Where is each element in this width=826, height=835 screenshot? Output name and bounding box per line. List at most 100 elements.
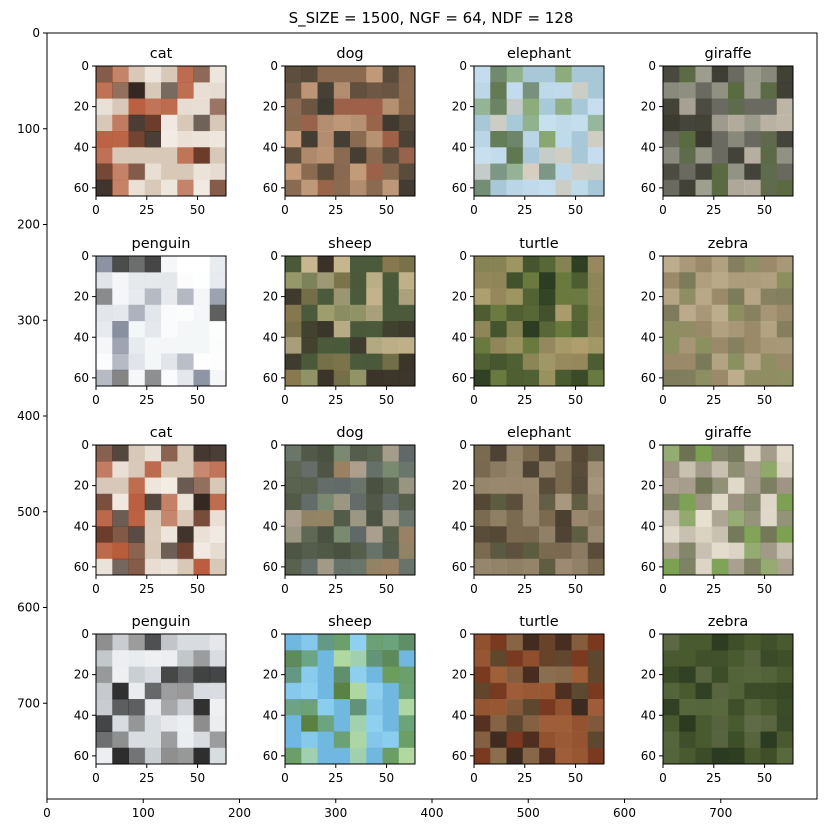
image-block	[398, 558, 416, 576]
image-block	[474, 147, 491, 164]
image-block	[398, 542, 416, 560]
image-grid: cat 0 25 50 0 20 40 60 dog 0 25 50 0 20 40 60 elephant 0 2…	[74, 46, 794, 785]
image-block	[366, 147, 383, 164]
panel-frame	[95, 255, 227, 387]
panel-y-tick-label: 20	[452, 100, 467, 114]
image-block	[144, 542, 162, 560]
panel-x-tick-label: 25	[328, 393, 343, 407]
panel-frame	[95, 65, 227, 197]
image-block	[285, 558, 302, 576]
image-block	[209, 731, 227, 749]
image-block	[587, 650, 605, 667]
image-block	[301, 461, 318, 478]
panel-x-tick-label: 50	[190, 393, 205, 407]
image-block	[112, 369, 129, 387]
image-block	[506, 304, 524, 322]
image-block	[398, 445, 416, 462]
panel-x-tick-label: 50	[757, 582, 772, 596]
image-block	[209, 304, 227, 322]
image-block	[663, 131, 680, 148]
image-block	[209, 288, 227, 306]
image-block	[490, 288, 507, 306]
image-block	[285, 288, 302, 306]
image-block	[506, 666, 524, 684]
image-block	[490, 682, 507, 700]
image-block	[555, 353, 572, 371]
image-block	[128, 288, 146, 306]
image-block	[161, 114, 178, 132]
image-block	[382, 147, 400, 164]
image-block	[350, 634, 367, 651]
image-block	[128, 82, 146, 99]
image-block	[490, 445, 507, 462]
image-block	[317, 715, 335, 732]
panel-y-tick-label: 60	[74, 181, 89, 195]
image-block	[522, 666, 540, 684]
image-block	[679, 369, 696, 387]
image-block	[350, 650, 367, 667]
image-block	[760, 542, 778, 560]
panel-y-tick-label: 0	[459, 59, 467, 73]
image-block	[193, 699, 211, 716]
image-block	[333, 558, 351, 576]
panel-x-tick-label: 50	[379, 771, 394, 785]
image-block	[555, 272, 572, 289]
image-block	[474, 542, 491, 560]
image-block	[112, 337, 129, 354]
image-block	[161, 66, 178, 83]
image-block	[350, 288, 367, 306]
image-block	[776, 179, 794, 197]
panel-y-tick-label: 20	[74, 479, 89, 493]
image-block	[587, 731, 605, 749]
image-block	[128, 147, 146, 164]
image-block	[350, 272, 367, 289]
generated-image	[663, 256, 794, 387]
panel-title: sheep	[328, 614, 372, 630]
image-block	[711, 699, 729, 716]
image-block	[663, 634, 680, 651]
image-block	[382, 131, 400, 148]
panel-title: penguin	[132, 614, 191, 630]
image-block	[728, 163, 745, 181]
image-block	[301, 304, 318, 322]
panel-y-tick-label: 60	[263, 371, 278, 385]
image-block	[663, 114, 680, 132]
image-block	[161, 98, 178, 116]
image-block	[350, 321, 367, 338]
panel-y-tick-label: 20	[641, 668, 656, 682]
image-block	[728, 526, 745, 543]
image-block	[760, 526, 778, 543]
image-block	[317, 731, 335, 749]
image-block	[144, 304, 162, 322]
image-block	[571, 288, 589, 306]
image-block	[301, 634, 318, 651]
image-block	[177, 163, 194, 181]
image-panel: elephant 0 25 50 0 20 40 60	[452, 425, 605, 596]
image-block	[474, 256, 491, 273]
panel-x-tick-label: 0	[470, 582, 478, 596]
image-block	[144, 131, 162, 148]
image-block	[161, 666, 178, 684]
image-block	[760, 510, 778, 527]
image-block	[317, 682, 335, 700]
image-block	[711, 114, 729, 132]
image-block	[522, 288, 540, 306]
image-block	[490, 272, 507, 289]
image-block	[506, 558, 524, 576]
image-block	[128, 66, 146, 83]
image-block	[679, 526, 696, 543]
image-block	[539, 731, 556, 749]
image-panel: penguin 0 25 50 0 20 40 60	[74, 236, 227, 407]
image-block	[711, 542, 729, 560]
image-block	[555, 337, 572, 354]
panel-y-tick-label: 0	[459, 627, 467, 641]
image-block	[193, 526, 211, 543]
image-block	[112, 353, 129, 371]
image-block	[161, 304, 178, 322]
image-block	[571, 114, 589, 132]
image-block	[776, 272, 794, 289]
image-block	[474, 650, 491, 667]
image-block	[301, 98, 318, 116]
image-block	[490, 131, 507, 148]
image-block	[728, 477, 745, 495]
